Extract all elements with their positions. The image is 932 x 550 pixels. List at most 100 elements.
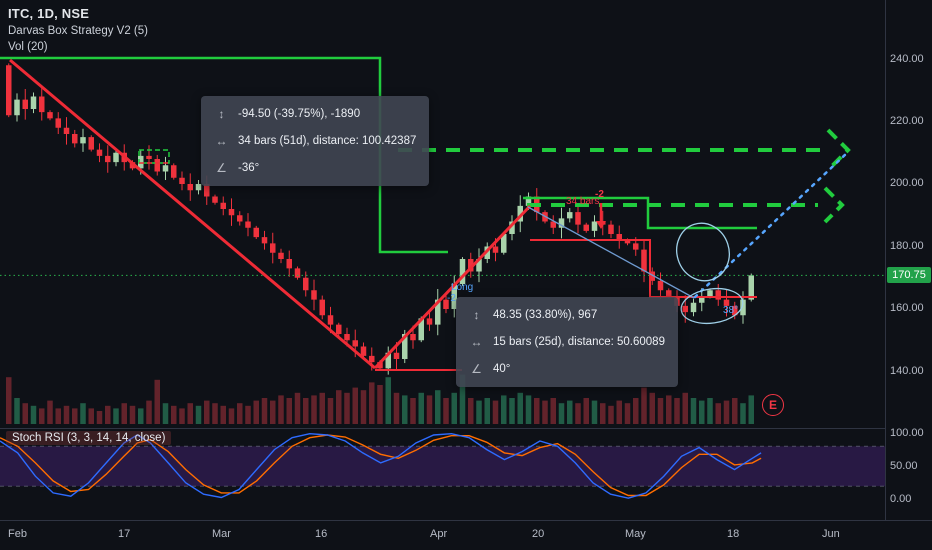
candles-layer [6,63,754,375]
volume-bar [608,405,614,424]
candle [96,149,103,156]
candle [220,202,226,209]
volume-bar [22,403,28,424]
measure-row: ↔ 15 bars (25d), distance: 50.60089 [469,335,665,349]
candle [146,155,152,159]
red-trendline [9,58,376,370]
price-label: 140.00 [890,365,924,377]
stoch-rsi-label[interactable]: Stoch RSI (3, 3, 14, 14, close) [6,431,172,445]
blue-ellipse-annotation [676,222,730,282]
candle [443,299,449,309]
volume-bar [633,398,639,424]
volume-bar [707,398,713,424]
stoch-band [0,446,885,487]
volume-bar [245,405,251,424]
volume-bar [352,387,358,424]
candle [327,315,334,325]
volume-bar [542,400,548,424]
volume-bar [583,398,589,424]
candle [55,118,61,128]
blue-angle-label: 38° [723,305,739,316]
candle [393,352,400,359]
angle-icon: ∠ [471,362,482,376]
candle [187,184,193,191]
candle [113,152,119,163]
candle [657,280,664,291]
volume-bar [47,400,53,424]
volume-bar [468,398,474,424]
minus-two-blue-label: -2 [447,293,456,304]
volume-bar [105,405,111,424]
volume-bar [550,398,556,424]
stoch-scale-label: 100.00 [890,427,924,439]
candle [633,243,639,250]
candle [138,155,144,169]
candle [72,134,78,144]
earnings-badge[interactable]: E [762,394,784,416]
candle [162,165,169,172]
candle [616,234,622,241]
price-label: 200.00 [890,177,924,189]
candle [715,290,721,300]
volume-bar [501,395,507,424]
candle [179,177,185,184]
candle [501,234,507,253]
green-arrow-chevron [823,186,845,224]
volume-bar [418,392,424,424]
volume-bar [558,403,565,424]
volume-bar [212,403,218,424]
volume-bar [509,398,515,424]
candle [435,299,441,325]
volume-bar [426,395,433,424]
small-darvas-box [138,149,170,164]
volume-bar [253,400,259,424]
volume-bar [575,403,581,424]
candle [212,196,218,203]
candle [245,221,251,228]
volume-bar [278,395,284,424]
candle [253,227,259,238]
candle [105,155,111,163]
candle [228,209,235,216]
volume-bar [171,405,177,424]
stoch-band-layer [0,445,885,487]
candle [748,275,754,300]
indicator-darvas-label[interactable]: Darvas Box Strategy V2 (5) [8,25,148,37]
volume-bar [162,403,169,424]
volume-bar [649,392,655,424]
symbol-title[interactable]: ITC, 1D, NSE [8,6,90,21]
candle [591,221,598,231]
bars-range-icon: ↔ [215,134,228,148]
price-label: 220.00 [890,115,924,127]
volume-bar [443,398,449,424]
volume-bar [402,395,408,424]
indicator-vol-label[interactable]: Vol (20) [8,41,48,53]
volume-bar [492,400,499,424]
stoch-d-line [0,434,762,497]
volume-bar [336,390,342,424]
candle [641,249,647,272]
stoch-scale-label: 0.00 [890,493,912,505]
volume-bar [567,400,573,424]
candle [47,112,53,119]
candle [402,334,408,359]
measure-row: ↔ 34 bars (51d), distance: 100.42387 [214,134,417,148]
candle [575,212,581,225]
volume-bar [616,400,622,424]
time-label: Feb [8,528,27,540]
candle [204,184,210,197]
volume-bar [39,408,45,424]
candle [294,268,301,278]
candle [567,212,573,219]
candle [278,252,284,259]
time-label: May [625,528,646,540]
volume-bar [187,403,193,424]
darvas-box-top-line [523,196,757,230]
volume-bar [303,398,309,424]
candle [303,277,309,291]
volume-bar [179,408,185,424]
candle [80,137,86,144]
candle [410,334,416,341]
volume-bar [360,390,367,424]
